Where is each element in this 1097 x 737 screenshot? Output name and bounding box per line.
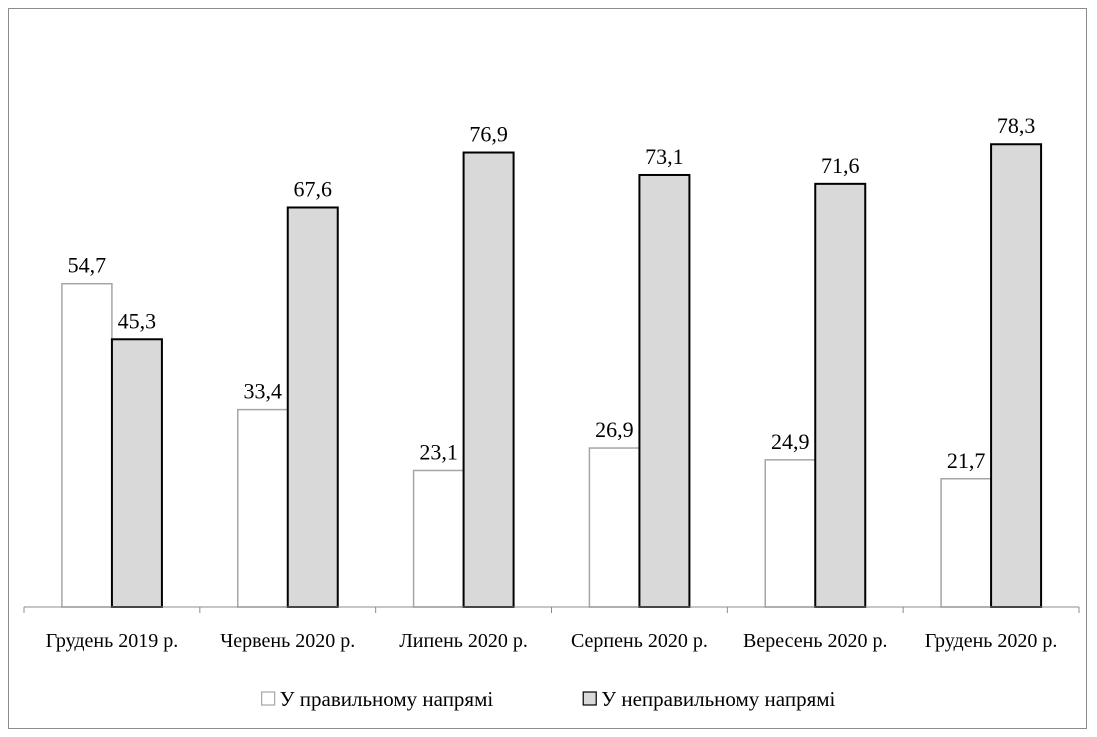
bar-series-1-4	[588, 447, 641, 608]
data-label-series-1-3: 23,1	[419, 439, 458, 464]
bars-layer	[61, 143, 1043, 608]
data-label-series-2-5: 71,6	[821, 153, 860, 178]
x-tick-label-4: Серпень 2020 р.	[571, 630, 708, 652]
x-tick-label-3: Липень 2020 р.	[399, 630, 528, 652]
bar-series-2-3	[462, 151, 515, 608]
bar-series-2-5	[814, 182, 867, 608]
bar-series-1-5	[764, 459, 816, 608]
bar-series-1-1	[61, 282, 113, 608]
bar-series-2-4	[638, 173, 691, 608]
chart-frame	[8, 8, 1087, 729]
bar-series-2-6	[990, 143, 1043, 608]
legend-swatch-1	[261, 691, 276, 706]
bar-series-1-2	[237, 408, 289, 608]
bar-series-2-2	[286, 206, 339, 608]
bar-series-1-3	[412, 469, 465, 608]
data-label-series-1-6: 21,7	[947, 448, 986, 473]
data-label-series-2-2: 67,6	[294, 176, 333, 201]
data-label-series-1-1: 54,7	[68, 253, 107, 278]
legend-label-1: У правильному напрямі	[280, 687, 494, 711]
x-axis-ticks	[23, 607, 1080, 613]
bar-series-1-6	[940, 478, 992, 608]
x-tick-label-6: Грудень 2020 р.	[925, 630, 1058, 652]
bar-series-2-1	[110, 338, 163, 608]
legend: У правильному напрямі У неправильному нап…	[261, 687, 836, 711]
data-label-series-2-6: 78,3	[997, 113, 1036, 138]
x-tick-label-2: Червень 2020 р.	[220, 630, 355, 652]
x-tick-label-1: Грудень 2019 р.	[46, 630, 179, 652]
data-label-series-2-3: 76,9	[469, 122, 508, 147]
x-axis-tick-labels: Грудень 2019 р. Червень 2020 р. Липень 202…	[46, 630, 1058, 652]
data-label-series-1-2: 33,4	[244, 379, 283, 404]
x-tick-label-5: Вересень 2020 р.	[743, 630, 887, 652]
data-label-series-2-1: 45,3	[118, 308, 157, 333]
data-label-series-1-4: 26,9	[595, 417, 634, 442]
data-label-series-1-5: 24,9	[771, 429, 810, 454]
legend-swatch-2	[582, 691, 597, 706]
data-labels-layer: 54,7 45,3 33,4 67,6 23,1 76,9 26,9 73,1 24,9 71,6…	[68, 113, 1036, 473]
legend-label-2: У неправильному напрямі	[601, 687, 835, 711]
data-label-series-2-4: 73,1	[645, 144, 684, 169]
